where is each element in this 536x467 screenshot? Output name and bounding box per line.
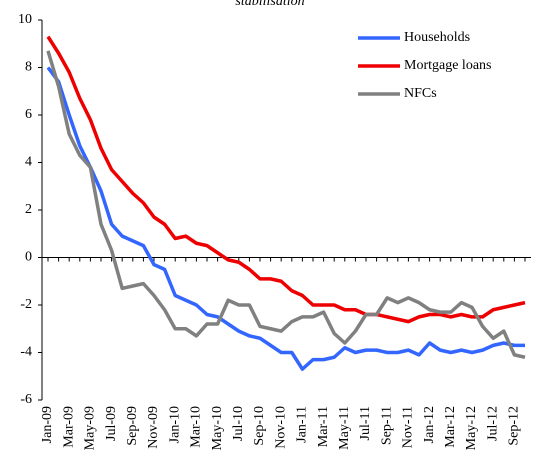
y-tick-label: 4 xyxy=(25,155,32,170)
y-tick-label: 2 xyxy=(25,202,32,217)
line-series xyxy=(46,50,526,359)
line-series xyxy=(46,35,526,324)
y-tick-label: -4 xyxy=(20,345,32,360)
y-tick-label: -2 xyxy=(20,297,32,312)
x-tick-label: May-10 xyxy=(210,406,225,450)
x-tick-label: Mar-10 xyxy=(189,406,204,448)
x-tick-label: Sep-12 xyxy=(507,406,522,446)
x-tick-label: Jul-09 xyxy=(104,406,119,441)
x-tick-label: May-09 xyxy=(83,406,98,450)
x-tick-label: Mar-09 xyxy=(61,406,76,448)
chart-title: stabilisation xyxy=(235,0,304,9)
x-tick-label: Nov-09 xyxy=(146,406,161,449)
x-tick-label: Sep-10 xyxy=(252,406,267,446)
x-tick-label: May-12 xyxy=(464,406,479,450)
x-tick-label: Sep-09 xyxy=(125,406,140,446)
x-tick-label: Mar-12 xyxy=(443,406,458,448)
x-tick-label: Sep-11 xyxy=(379,406,394,445)
y-tick-label: -6 xyxy=(20,392,32,407)
y-tick-label: 6 xyxy=(25,107,32,122)
x-tick-label: Jan-12 xyxy=(422,406,437,443)
x-tick-label: Jul-10 xyxy=(231,406,246,441)
x-tick-label: Jan-10 xyxy=(167,406,182,443)
x-tick-label: May-11 xyxy=(337,406,352,450)
x-tick-label: Jan-11 xyxy=(295,406,310,443)
line-series xyxy=(46,66,525,371)
x-tick-label: Jul-12 xyxy=(485,406,500,441)
x-tick-label: Jul-11 xyxy=(358,406,373,440)
x-tick-label: Nov-10 xyxy=(273,406,288,449)
legend-label: Mortgage loans xyxy=(404,58,491,73)
y-tick-label: 8 xyxy=(25,60,32,75)
x-tick-label: Jan-09 xyxy=(40,406,55,443)
x-tick-label: Mar-11 xyxy=(316,406,331,447)
y-tick-label: 0 xyxy=(25,250,32,265)
x-tick-label: Nov-11 xyxy=(401,406,416,448)
legend-label: Households xyxy=(404,30,470,45)
legend-label: NFCs xyxy=(404,86,437,101)
y-tick-label: 10 xyxy=(18,12,32,27)
